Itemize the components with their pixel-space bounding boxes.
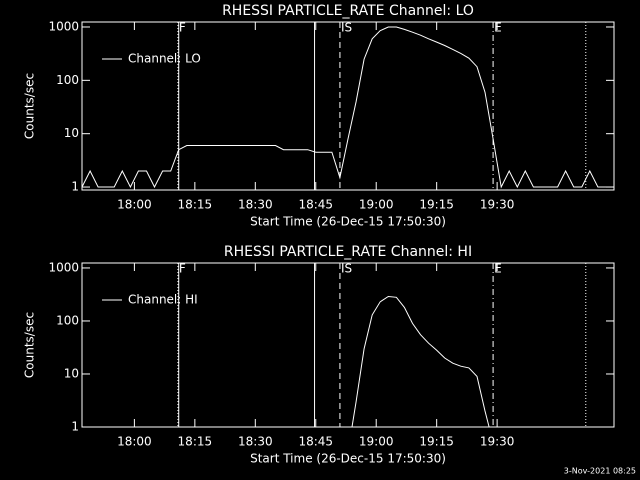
x-tick-label: 19:00 [359, 435, 394, 449]
y-tick-label: 100 [56, 313, 79, 327]
plot-frame [81, 262, 615, 428]
x-axis-label: Start Time (26-Dec-15 17:50:30) [250, 215, 446, 229]
x-tick-label: 18:30 [238, 435, 273, 449]
y-tick-label: 10 [64, 366, 79, 380]
x-tick-label: 19:30 [480, 435, 515, 449]
y-tick-label: 1 [71, 420, 79, 434]
timestamp: 3-Nov-2021 08:25 [564, 467, 636, 476]
x-tick-label: 19:15 [419, 435, 454, 449]
legend-label: Channel: HI [128, 293, 198, 307]
x-tick-label: 18:45 [298, 198, 333, 212]
marker-label: IS [341, 262, 352, 276]
x-axis-label: Start Time (26-Dec-15 17:50:30) [250, 452, 446, 466]
data-line [81, 26, 614, 189]
plot-frame [81, 21, 615, 191]
x-tick-label: 19:15 [419, 198, 454, 212]
y-tick-label: 1000 [48, 260, 79, 274]
y-axis-label: Counts/sec [23, 73, 37, 139]
data-line [351, 295, 490, 428]
x-tick-label: 18:30 [238, 198, 273, 212]
x-tick-label: 18:15 [178, 198, 213, 212]
x-tick-label: 19:00 [359, 198, 394, 212]
x-tick-label: 18:45 [298, 435, 333, 449]
y-tick-label: 100 [56, 73, 79, 87]
marker-label: E [494, 262, 502, 276]
x-tick-label: 19:30 [480, 198, 515, 212]
x-tick-label: 18:00 [117, 435, 152, 449]
x-tick-label: 18:00 [117, 198, 152, 212]
marker-label: F [179, 21, 186, 35]
chart-title: RHESSI PARTICLE_RATE Channel: LO [222, 3, 474, 19]
marker-label: F [179, 262, 186, 276]
y-tick-label: 1 [71, 180, 79, 194]
legend-label: Channel: LO [128, 52, 201, 66]
y-tick-label: 1000 [48, 19, 79, 33]
x-tick-label: 18:15 [178, 435, 213, 449]
marker-label: E [494, 21, 502, 35]
y-axis-label: Counts/sec [23, 312, 37, 378]
chart-title: RHESSI PARTICLE_RATE Channel: HI [224, 244, 472, 260]
marker-label: IS [341, 21, 352, 35]
y-tick-label: 10 [64, 126, 79, 140]
